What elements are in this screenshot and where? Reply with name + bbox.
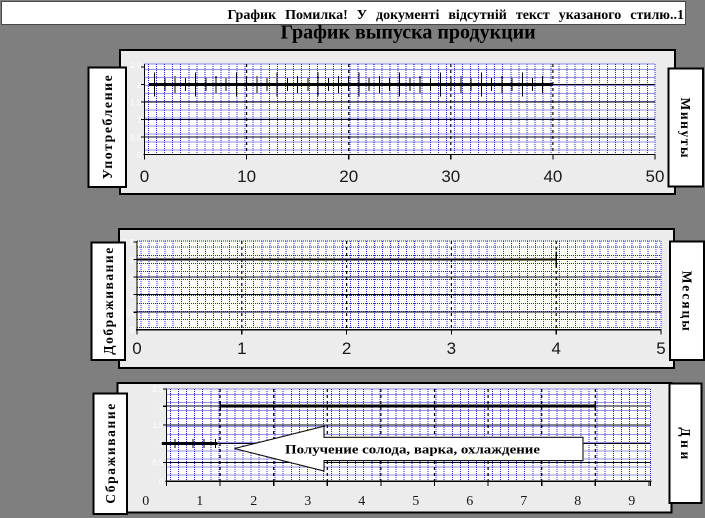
svg-text:1: 1 <box>159 440 164 449</box>
svg-text:0.5: 0.5 <box>123 309 135 318</box>
svg-text:0: 0 <box>137 151 142 160</box>
svg-text:График Помилка! У документі ві: График Помилка! У документі відсутній те… <box>228 8 684 23</box>
svg-text:2: 2 <box>250 494 257 509</box>
svg-text:4: 4 <box>551 339 560 358</box>
svg-text:50: 50 <box>646 167 665 186</box>
svg-text:2: 2 <box>130 256 135 265</box>
svg-text:Месяцы: Месяцы <box>679 271 694 331</box>
svg-text:10: 10 <box>237 167 256 186</box>
svg-text:0: 0 <box>159 478 164 487</box>
svg-text:0: 0 <box>140 167 149 186</box>
svg-text:2: 2 <box>137 81 142 90</box>
svg-text:2.5: 2.5 <box>152 385 164 394</box>
svg-text:2.5: 2.5 <box>130 61 142 70</box>
svg-text:20: 20 <box>339 167 358 186</box>
svg-text:1: 1 <box>137 116 142 125</box>
svg-text:0: 0 <box>132 339 141 358</box>
svg-text:Употребление: Употребление <box>100 75 115 179</box>
svg-text:6: 6 <box>466 494 473 509</box>
svg-text:0: 0 <box>130 326 135 335</box>
svg-text:1.5: 1.5 <box>152 421 164 430</box>
svg-text:Минуты: Минуты <box>678 98 693 158</box>
svg-text:2.5: 2.5 <box>123 238 135 247</box>
svg-text:0.5: 0.5 <box>130 134 142 143</box>
svg-text:1: 1 <box>237 339 246 358</box>
svg-text:4: 4 <box>358 494 365 509</box>
svg-text:9: 9 <box>628 494 635 509</box>
svg-text:2: 2 <box>159 403 164 412</box>
svg-text:Дни: Дни <box>678 427 693 459</box>
svg-text:40: 40 <box>543 167 562 186</box>
svg-text:5: 5 <box>656 339 665 358</box>
svg-text:1: 1 <box>196 494 203 509</box>
svg-text:График выпуска продукции: График выпуска продукции <box>281 21 536 43</box>
svg-text:Получение солода, варка, охлаж: Получение солода, варка, охлаждение <box>285 442 540 457</box>
svg-text:3: 3 <box>447 339 456 358</box>
svg-text:30: 30 <box>441 167 460 186</box>
svg-text:0.5: 0.5 <box>152 459 164 468</box>
svg-text:8: 8 <box>574 494 581 509</box>
svg-text:Дображивание: Дображивание <box>101 248 116 355</box>
svg-text:1.5: 1.5 <box>130 99 142 108</box>
svg-text:1.5: 1.5 <box>123 274 135 283</box>
svg-text:0: 0 <box>142 494 149 509</box>
svg-text:7: 7 <box>520 494 527 509</box>
svg-text:3: 3 <box>304 494 311 509</box>
svg-text:5: 5 <box>412 494 419 509</box>
svg-text:Сбраживание: Сбраживание <box>103 404 118 504</box>
svg-text:1: 1 <box>130 291 135 300</box>
svg-text:2: 2 <box>342 339 351 358</box>
